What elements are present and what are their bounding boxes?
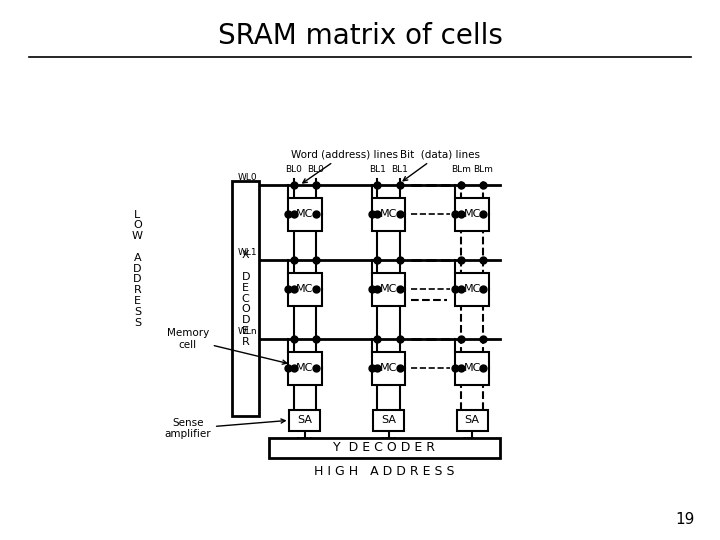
Text: MC: MC <box>380 210 397 219</box>
Text: MC: MC <box>296 363 313 373</box>
Bar <box>288 198 322 231</box>
Text: 19: 19 <box>675 511 695 526</box>
Bar <box>289 410 320 431</box>
Text: Y  D E C O D E R: Y D E C O D E R <box>333 441 436 454</box>
Text: SBl1: SBl1 <box>379 436 398 446</box>
Text: MC: MC <box>464 285 481 294</box>
Text: MC: MC <box>380 285 397 294</box>
Text: BLm: BLm <box>451 165 471 174</box>
Bar <box>372 273 405 306</box>
Text: SBlm: SBlm <box>462 436 483 446</box>
Bar <box>457 410 487 431</box>
Text: MC: MC <box>380 363 397 373</box>
Bar <box>372 198 405 231</box>
Bar <box>269 438 500 458</box>
Text: SA: SA <box>381 415 396 426</box>
Text: BL0: BL0 <box>307 165 325 174</box>
Text: Word (address) lines: Word (address) lines <box>291 149 398 183</box>
Bar <box>288 352 322 385</box>
Text: MC: MC <box>296 210 313 219</box>
Text: WL1: WL1 <box>238 248 258 257</box>
Bar <box>233 181 259 416</box>
Bar <box>456 198 489 231</box>
Text: Sense
amplifier: Sense amplifier <box>164 418 285 440</box>
Text: BL1: BL1 <box>391 165 408 174</box>
Bar <box>373 410 404 431</box>
Text: L
O
W
 
A
D
D
R
E
S
S: L O W A D D R E S S <box>132 210 143 328</box>
Text: SRAM matrix of cells: SRAM matrix of cells <box>217 22 503 50</box>
Text: WL0: WL0 <box>238 173 258 182</box>
Text: BL0: BL0 <box>285 165 302 174</box>
Text: BLm: BLm <box>474 165 493 174</box>
Text: ........: ........ <box>418 436 442 447</box>
Text: H I G H   A D D R E S S: H I G H A D D R E S S <box>314 465 454 478</box>
Bar <box>288 273 322 306</box>
Bar <box>372 352 405 385</box>
Text: MC: MC <box>464 210 481 219</box>
Text: MC: MC <box>464 363 481 373</box>
Text: X
 
D
E
C
O
D
E
R: X D E C O D E R <box>241 251 250 347</box>
Text: Bit  (data) lines: Bit (data) lines <box>400 149 480 181</box>
Text: SA: SA <box>297 415 312 426</box>
Text: MC: MC <box>296 285 313 294</box>
Text: BL1: BL1 <box>369 165 386 174</box>
Text: Memory
cell: Memory cell <box>166 328 287 364</box>
Text: SBl0: SBl0 <box>295 436 314 446</box>
Text: WLn: WLn <box>238 327 258 336</box>
Bar <box>456 352 489 385</box>
Text: SA: SA <box>464 415 480 426</box>
Bar <box>456 273 489 306</box>
